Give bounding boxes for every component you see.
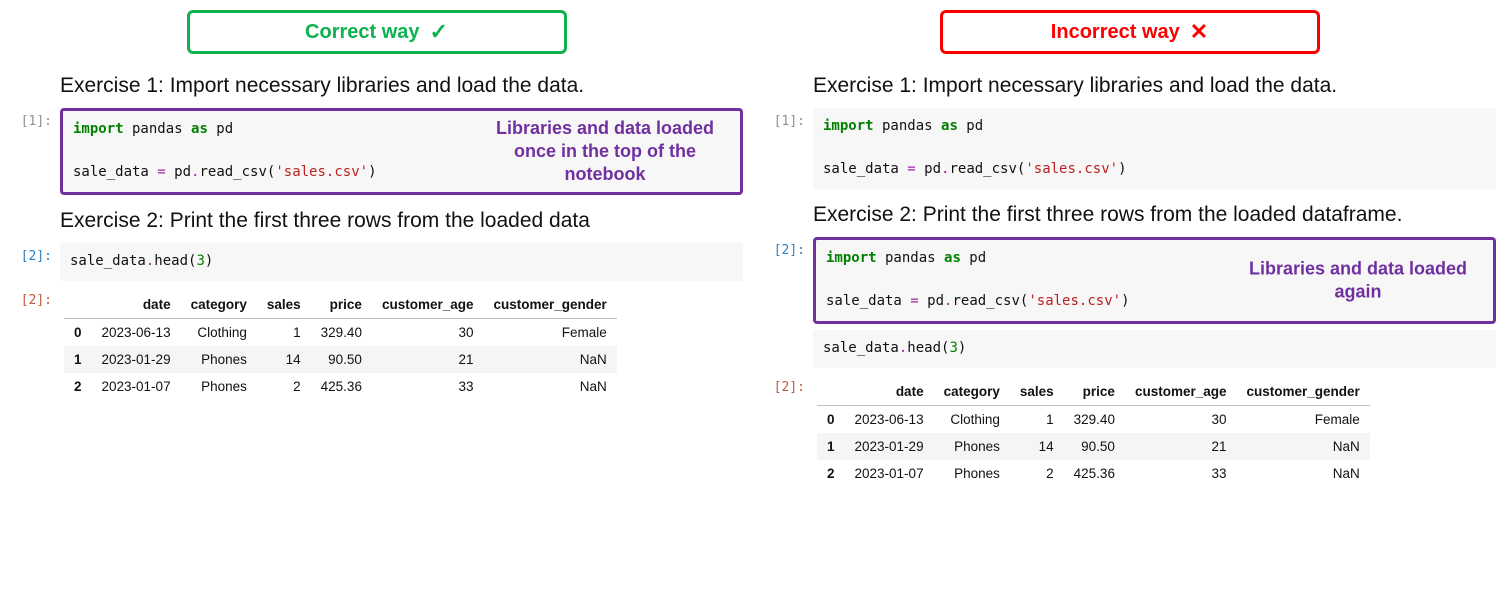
code-block-1-right[interactable]: import pandas as pd sale_data = pd.read_… xyxy=(813,108,1496,189)
input-prompt-1: [1]: xyxy=(10,108,60,129)
output-area-right: date category sales price customer_age c… xyxy=(813,374,1496,491)
code-cell-1: [1]: import pandas as pd sale_data = pd.… xyxy=(10,108,743,195)
dataframe-table-right: date category sales price customer_age c… xyxy=(817,378,1370,487)
code-block-1[interactable]: import pandas as pd sale_data = pd.read_… xyxy=(60,108,743,195)
empty-prompt xyxy=(763,330,813,336)
exercise-1-title: Exercise 1: Import necessary libraries a… xyxy=(60,74,743,98)
col-customer-age: customer_age xyxy=(1125,378,1237,406)
incorrect-column: Incorrect way ✕ Exercise 1: Import neces… xyxy=(763,10,1496,497)
output-prompt-2: [2]: xyxy=(10,287,60,308)
code-block-2a-right[interactable]: import pandas as pd sale_data = pd.read_… xyxy=(813,237,1496,324)
input-prompt-2-right: [2]: xyxy=(763,237,813,258)
correct-badge: Correct way ✓ xyxy=(187,10,567,54)
code-cell-1-right: [1]: import pandas as pd sale_data = pd.… xyxy=(763,108,1496,189)
col-category: category xyxy=(934,378,1010,406)
annotation-left: Libraries and data loaded once in the to… xyxy=(490,116,720,186)
output-area-left: date category sales price customer_age c… xyxy=(60,287,743,404)
col-sales: sales xyxy=(257,291,311,319)
col-date: date xyxy=(92,291,181,319)
input-prompt-2: [2]: xyxy=(10,243,60,264)
col-date: date xyxy=(845,378,934,406)
code-cell-2a-right: [2]: import pandas as pd sale_data = pd.… xyxy=(763,237,1496,324)
cross-icon: ✕ xyxy=(1190,19,1208,45)
annotation-right: Libraries and data loaded again xyxy=(1243,257,1473,304)
dataframe-table-left: date category sales price customer_age c… xyxy=(64,291,617,400)
output-cell-2: [2]: date category sales price customer_… xyxy=(10,287,743,404)
blank-header xyxy=(64,291,92,319)
comparison-columns: Correct way ✓ Exercise 1: Import necessa… xyxy=(10,10,1496,497)
check-icon: ✓ xyxy=(430,19,448,45)
incorrect-badge-label: Incorrect way xyxy=(1051,21,1180,44)
exercise-2-title-right: Exercise 2: Print the first three rows f… xyxy=(813,203,1496,227)
code-block-2b-right[interactable]: sale_data.head(3) xyxy=(813,330,1496,368)
code-cell-2b-right: sale_data.head(3) xyxy=(763,330,1496,368)
output-prompt-2-right: [2]: xyxy=(763,374,813,395)
input-prompt-1-right: [1]: xyxy=(763,108,813,129)
table-row: 1 2023-01-29 Phones 14 90.50 21 NaN xyxy=(64,346,617,373)
correct-column: Correct way ✓ Exercise 1: Import necessa… xyxy=(10,10,743,497)
col-price: price xyxy=(1064,378,1125,406)
output-cell-2-right: [2]: date category sales price customer_… xyxy=(763,374,1496,491)
table-row: 2 2023-01-07 Phones 2 425.36 33 NaN xyxy=(64,373,617,400)
table-row: 0 2023-06-13 Clothing 1 329.40 30 Female xyxy=(64,318,617,346)
code-block-2[interactable]: sale_data.head(3) xyxy=(60,243,743,281)
correct-badge-label: Correct way xyxy=(305,21,420,44)
col-customer-gender: customer_gender xyxy=(484,291,617,319)
blank-header xyxy=(817,378,845,406)
table-row: 2 2023-01-07 Phones 2 425.36 33 NaN xyxy=(817,460,1370,487)
incorrect-badge: Incorrect way ✕ xyxy=(940,10,1320,54)
code-cell-2: [2]: sale_data.head(3) xyxy=(10,243,743,281)
col-customer-gender: customer_gender xyxy=(1237,378,1370,406)
exercise-2-title-left: Exercise 2: Print the first three rows f… xyxy=(60,209,743,233)
col-customer-age: customer_age xyxy=(372,291,484,319)
col-category: category xyxy=(181,291,257,319)
table-row: 0 2023-06-13 Clothing 1 329.40 30 Female xyxy=(817,405,1370,433)
table-row: 1 2023-01-29 Phones 14 90.50 21 NaN xyxy=(817,433,1370,460)
col-sales: sales xyxy=(1010,378,1064,406)
exercise-1-title-right: Exercise 1: Import necessary libraries a… xyxy=(813,74,1496,98)
col-price: price xyxy=(311,291,372,319)
